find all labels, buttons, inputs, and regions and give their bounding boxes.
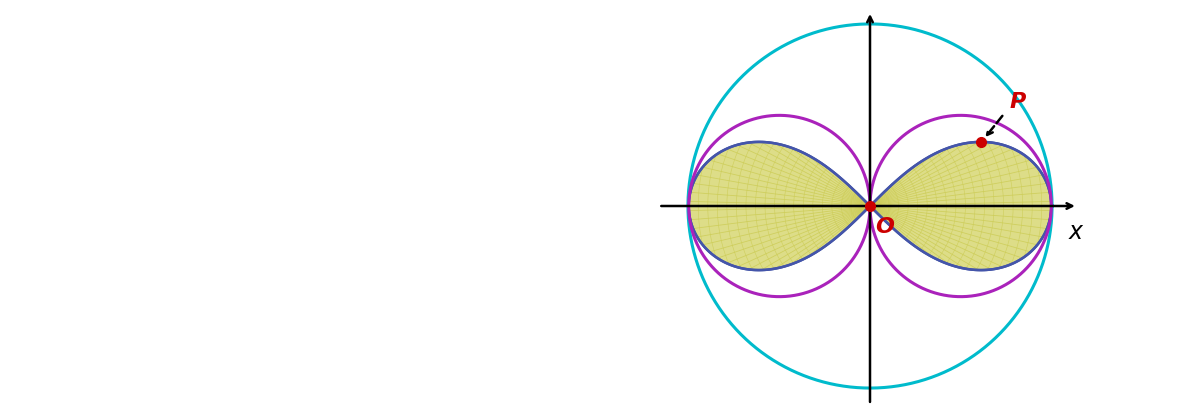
Polygon shape — [689, 142, 870, 271]
Polygon shape — [870, 142, 1051, 271]
Text: P: P — [1009, 92, 1026, 112]
Text: O: O — [875, 217, 894, 237]
Text: x: x — [1068, 219, 1082, 243]
